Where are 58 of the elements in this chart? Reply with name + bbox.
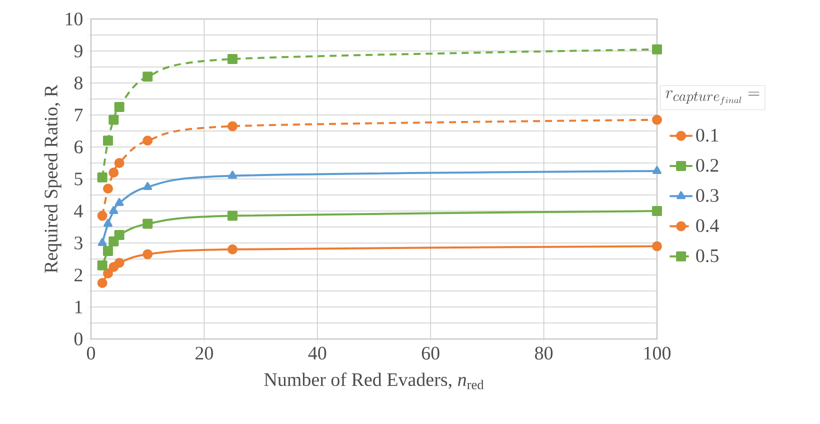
- point: [97, 260, 108, 270]
- point: [114, 158, 124, 168]
- y-tick-label: 6: [74, 140, 83, 154]
- point: [142, 136, 153, 146]
- point: [108, 168, 119, 178]
- y-axis-title: Required Speed Ratio, R: [44, 84, 62, 273]
- y-tick-label: 7: [74, 108, 83, 122]
- point: [228, 54, 238, 64]
- point: [102, 268, 113, 278]
- point: [142, 249, 153, 260]
- y-tick-label: 3: [74, 236, 82, 250]
- point: [98, 238, 107, 246]
- point: [114, 198, 124, 206]
- point: [228, 210, 238, 221]
- point: [97, 210, 108, 221]
- point: [114, 102, 124, 112]
- point: [143, 182, 152, 190]
- point: [652, 241, 662, 252]
- x-axis-title: Number of Red Evaders, n$_{red}$: [264, 372, 484, 390]
- x-tick-label: 60: [422, 346, 440, 360]
- legend-label: 0.5: [696, 249, 718, 262]
- y-tick-label: 8: [74, 76, 82, 90]
- legend-label: 0.1: [696, 128, 718, 142]
- y-tick-label: 9: [74, 44, 82, 58]
- point: [97, 172, 108, 182]
- legend-title: $r_{capture_{final}} =$: [666, 90, 760, 105]
- point: [652, 44, 662, 54]
- y-tick-label: 1: [75, 300, 82, 314]
- point: [114, 258, 124, 268]
- point: [228, 121, 238, 132]
- x-tick-label: 20: [196, 346, 213, 360]
- y-tick-label: 2: [74, 268, 82, 282]
- point: [104, 218, 112, 227]
- y-tick-label: 0: [74, 332, 82, 346]
- point: [652, 114, 662, 125]
- point: [97, 278, 108, 288]
- x-tick-label: 100: [644, 346, 671, 360]
- point: [102, 136, 113, 146]
- point: [114, 230, 124, 240]
- legend-label: 0.3: [696, 189, 718, 202]
- x-tick-label: 80: [535, 346, 553, 360]
- point: [102, 246, 113, 256]
- y-tick-label: 4: [74, 204, 83, 218]
- point: [109, 206, 118, 214]
- x-tick-label: 0: [86, 346, 96, 360]
- point: [652, 166, 662, 174]
- legend-label: 0.4: [696, 219, 719, 232]
- y-tick-label: 10: [66, 12, 82, 26]
- y-tick-label: 5: [74, 172, 82, 186]
- legend-label: 0.2: [696, 158, 718, 172]
- point: [228, 244, 238, 254]
- x-tick-label: 40: [308, 346, 326, 360]
- point: [142, 218, 153, 229]
- point: [652, 206, 662, 216]
- point: [228, 170, 237, 179]
- point: [108, 114, 119, 125]
- point: [142, 72, 153, 82]
- point: [102, 184, 113, 194]
